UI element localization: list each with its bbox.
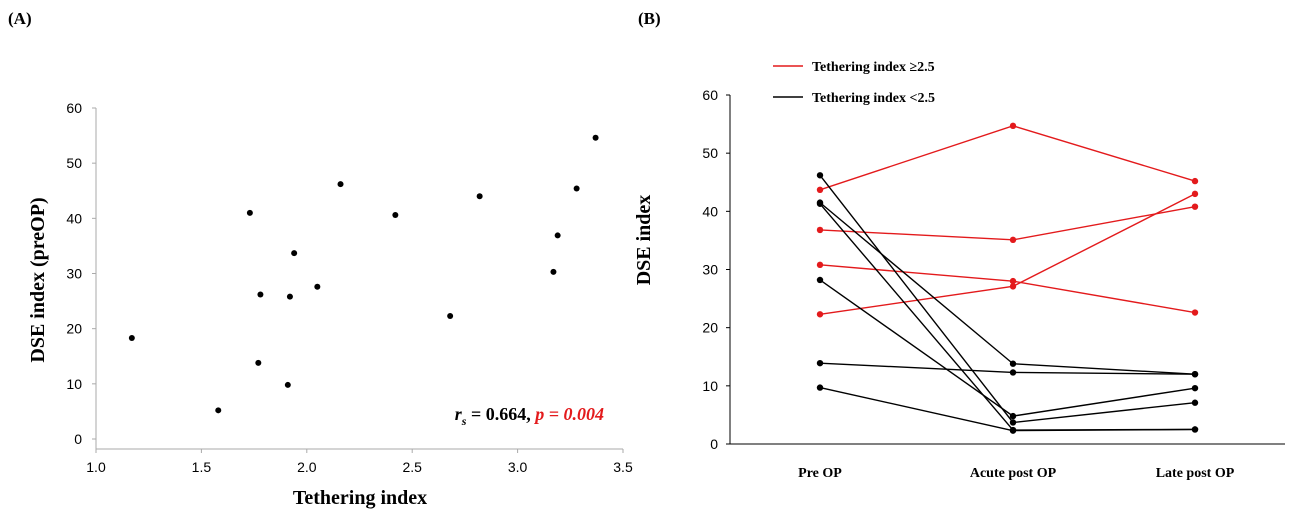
legend-label-low: Tethering index <2.5 [812,91,935,106]
y-axis-title: DSE index (preOP) [27,197,49,362]
scatter-point [476,193,483,200]
x-ticks: 1.0 1.5 2.0 2.5 3.0 3.5 [86,449,633,475]
series-line-low [819,202,1196,375]
y-tick-label: 30 [66,266,82,282]
scatter-point [392,212,399,219]
scatter-point [554,232,561,239]
series-point-low [816,359,824,367]
series-line-high [819,125,1196,191]
line-plot: 0 10 20 30 40 50 60 Pre OP Acute post OP Late po… [633,60,1285,481]
series-point-high [816,261,824,269]
series-point-low [1191,426,1199,433]
legend: Tethering index ≥2.5 Tethering index <2.… [773,60,935,106]
y-ticks: 0 10 20 30 40 50 60 [702,87,730,452]
series-point-high [1191,203,1199,210]
y-tick-label: 0 [710,436,718,452]
y-tick-label: 60 [702,87,718,103]
series-point-low [816,200,824,207]
series-line-low [819,174,1196,424]
scatter-point [246,209,253,216]
series-lines [816,122,1199,434]
series-point-low [816,276,824,284]
series-point-high [1009,122,1017,130]
x-tick-label: 3.0 [508,459,528,475]
scatter-point [573,185,580,192]
rs-value: = 0.664, [466,404,535,424]
series-point-low [1191,384,1199,392]
x-axis-title: Tethering index [293,487,427,509]
series-point-low [1009,369,1017,376]
series-point-high [816,311,824,318]
y-tick-label: 20 [702,320,718,336]
y-tick-label: 50 [702,145,718,161]
series-point-low [1191,399,1199,406]
series-point-high [1009,283,1017,290]
correlation-annotation: rs = 0.664, p = 0.004 [455,404,604,428]
scatter-plot: 0 10 20 30 40 50 60 1.0 1.5 2.0 2.5 3.0 3.5 Tetheri… [27,100,633,509]
y-ticks: 0 10 20 30 40 50 60 [66,100,96,447]
scatter-point [592,134,599,141]
legend-label-high: Tethering index ≥2.5 [812,60,935,75]
series-point-high [1009,277,1017,285]
series-point-low [1009,427,1017,434]
y-axis-title: DSE index [633,195,655,286]
series-point-high [1191,177,1199,185]
x-category-label: Acute post OP [970,466,1057,481]
rs-subscript: s [461,414,467,428]
scatter-point [447,312,454,319]
x-tick-label: 1.0 [86,459,106,475]
y-tick-label: 10 [702,378,718,394]
y-tick-label: 0 [74,431,82,447]
p-value: p = 0.004 [533,404,604,424]
scatter-point [314,283,321,290]
series-point-high [1009,236,1017,244]
y-tick-label: 50 [66,155,82,171]
scatter-point [550,268,557,275]
scatter-point [291,250,298,257]
x-category-label: Late post OP [1156,466,1235,481]
series-point-low [816,172,824,179]
series-point-high [1191,190,1199,198]
y-tick-label: 20 [66,321,82,337]
series-point-low [1009,419,1017,426]
x-tick-label: 3.5 [613,459,633,475]
x-tick-label: 2.5 [402,459,422,475]
series-point-high [1191,309,1199,316]
rs-symbol: r [455,404,463,424]
series-point-high [816,186,824,194]
panel-label-a: (A) [8,9,32,28]
x-category-labels: Pre OP Acute post OP Late post OP [798,466,1235,481]
series-line-high [819,193,1196,315]
scatter-point [215,407,222,414]
y-tick-label: 60 [66,100,82,116]
scatter-point [286,293,293,300]
scatter-point [257,291,264,298]
y-tick-label: 30 [702,262,718,278]
x-category-label: Pre OP [798,466,842,481]
series-line-low [819,279,1196,417]
series-line-high [819,205,1196,241]
x-tick-label: 2.0 [297,459,317,475]
series-line-high [819,264,1196,314]
series-point-low [1009,360,1017,367]
series-point-high [816,226,824,234]
panel-label-b: (B) [638,9,661,28]
series-point-low [1191,371,1199,378]
series-point-low [816,384,824,391]
series-line-low [819,362,1196,375]
scatter-point [255,359,262,366]
x-tick-label: 1.5 [192,459,212,475]
y-tick-label: 40 [66,210,82,226]
series-point-low [1009,412,1017,420]
scatter-point [337,181,344,188]
y-tick-label: 10 [66,376,82,392]
scatter-point [284,381,291,388]
scatter-point [128,335,135,342]
scatter-points [128,134,599,414]
y-tick-label: 40 [702,203,718,219]
